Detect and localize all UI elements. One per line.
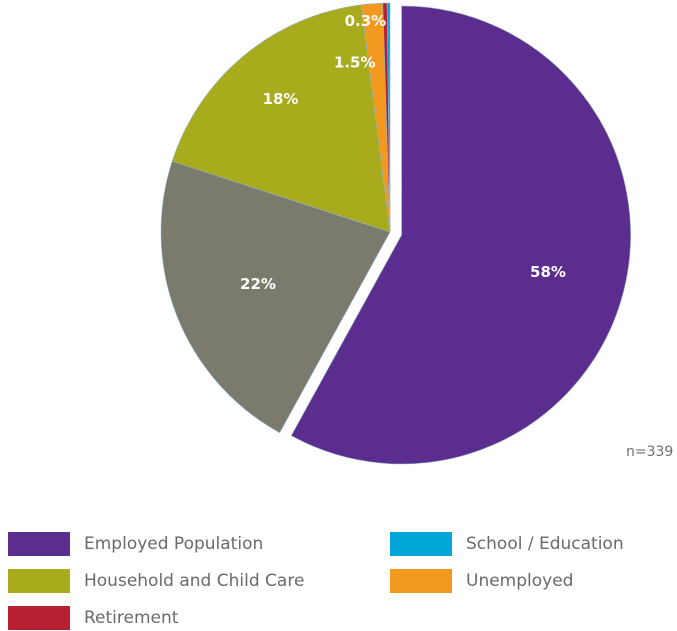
pie-slices <box>160 2 631 465</box>
pie-chart: 58% 22% 18% 1.5% 0.3% <box>160 2 631 465</box>
legend-item-school-education: School / Education <box>390 532 624 556</box>
legend-item-household-and-child-care: Household and Child Care <box>8 569 304 593</box>
pie-slice-22 <box>160 160 391 434</box>
legend-swatch-unemployed <box>390 569 452 593</box>
sample-size-note: n=339 <box>626 444 674 460</box>
pie-slice-employed-population <box>290 5 631 465</box>
legend-label-school-education: School / Education <box>466 534 624 554</box>
pie-label-22: 22% <box>240 275 276 293</box>
pie-slice-school-education <box>386 2 391 233</box>
pie-label-18: 18% <box>263 90 299 108</box>
pie-slice-labels: 58% 22% 18% 1.5% 0.3% <box>240 12 566 293</box>
legend-swatch-household-and-child-care <box>8 569 70 593</box>
pie-label-58: 58% <box>530 263 566 281</box>
pie-label-0-3: 0.3% <box>345 12 387 30</box>
legend-swatch-retirement <box>8 606 70 630</box>
legend-label-household-and-child-care: Household and Child Care <box>84 571 305 591</box>
legend-swatch-employed-population <box>8 532 70 556</box>
pie-label-1-5: 1.5% <box>334 54 376 72</box>
legend-label-retirement: Retirement <box>84 608 179 628</box>
legend-item-unemployed: Unemployed <box>390 569 573 593</box>
legend-label-unemployed: Unemployed <box>466 571 574 591</box>
legend-swatch-school-education <box>390 532 452 556</box>
legend-item-employed-population: Employed Population <box>8 532 263 556</box>
pie-slice-household-and-child-care <box>171 4 391 233</box>
legend-label-employed-population: Employed Population <box>84 534 264 554</box>
legend-item-retirement: Retirement <box>8 606 178 630</box>
